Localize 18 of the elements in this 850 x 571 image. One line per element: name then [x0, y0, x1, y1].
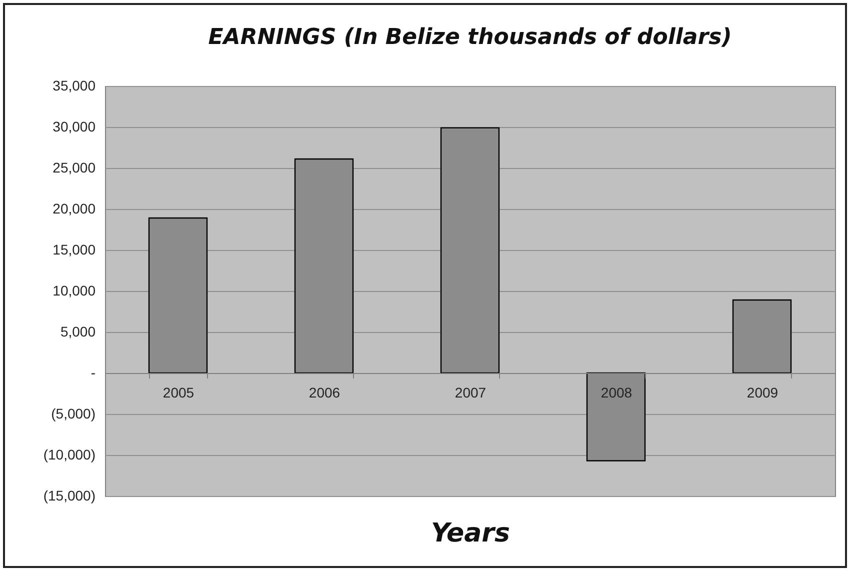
- y-tick-label: 20,000: [52, 200, 96, 216]
- y-tick-label: 30,000: [52, 118, 96, 134]
- y-tick-label: -: [90, 364, 96, 380]
- y-tick-label: 5,000: [60, 324, 96, 340]
- y-tick-label: (5,000): [51, 406, 96, 422]
- x-tick-label: 2008: [600, 384, 632, 400]
- x-tick-label: 2007: [454, 384, 486, 400]
- chart-title: EARNINGS (In Belize thousands of dollars): [208, 25, 732, 50]
- y-tick-label: 15,000: [52, 242, 96, 258]
- x-tick-label: 2009: [746, 384, 778, 400]
- y-tick-label: 35,000: [52, 78, 96, 94]
- y-tick-label: 25,000: [52, 160, 96, 176]
- x-tick-label: 2006: [308, 384, 340, 400]
- y-tick-label: 10,000: [52, 282, 96, 298]
- x-tick-label: 2005: [162, 384, 194, 400]
- y-tick-label: (10,000): [43, 446, 96, 462]
- x-axis-title: Years: [431, 518, 510, 548]
- y-tick-label: (15,000): [43, 488, 96, 504]
